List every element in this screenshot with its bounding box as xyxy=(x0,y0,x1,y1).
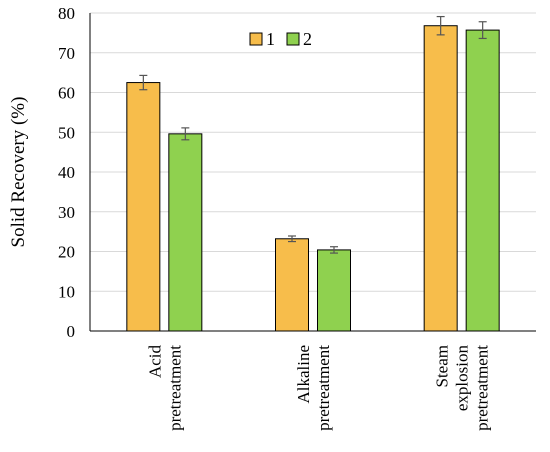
y-tick-label: 70 xyxy=(58,44,75,63)
x-category-labels: Acid pretreatment Alkaline pretreatment Stea… xyxy=(145,345,491,431)
y-tick-label: 50 xyxy=(58,123,75,142)
x-category-label: pretreatment xyxy=(473,345,492,431)
y-tick-label: 40 xyxy=(58,163,75,182)
bar-series-2 xyxy=(317,249,351,332)
y-tick-label: 0 xyxy=(67,322,76,341)
bar-series-1 xyxy=(126,82,161,332)
legend-label: 2 xyxy=(303,29,312,49)
x-category-label: Alkaline xyxy=(294,345,313,404)
y-axis-title: Solid Recovery (%) xyxy=(8,97,29,248)
y-tick-label: 10 xyxy=(58,282,75,301)
y-tick-labels: 0 10 20 30 40 50 60 70 80 xyxy=(58,4,75,341)
legend-label: 1 xyxy=(266,29,275,49)
error-bars xyxy=(139,15,487,254)
legend-swatch xyxy=(286,32,300,46)
gridlines xyxy=(90,12,536,292)
x-category-label: Acid xyxy=(145,345,164,379)
x-category-label: pretreatment xyxy=(165,345,184,431)
bar-series-1 xyxy=(423,25,458,332)
bar-series-1 xyxy=(275,238,309,332)
x-category-label: Steam xyxy=(433,345,452,388)
y-tick-label: 80 xyxy=(58,4,75,23)
legend-swatch xyxy=(249,32,263,46)
y-tick-label: 30 xyxy=(58,203,75,222)
x-category-label: pretreatment xyxy=(314,345,333,431)
bar-series-2 xyxy=(168,133,203,332)
bar-series-2 xyxy=(465,29,500,332)
axes xyxy=(89,13,536,332)
x-category-label: explosion xyxy=(453,345,472,412)
y-tick-label: 20 xyxy=(58,243,75,262)
y-tick-label: 60 xyxy=(58,84,75,103)
bars xyxy=(126,25,500,332)
